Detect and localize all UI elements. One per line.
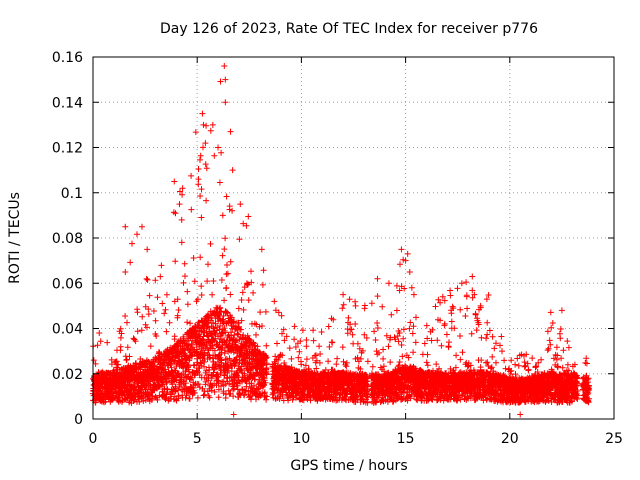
y-axis-label: ROTI / TECUs — [7, 192, 23, 284]
roti-point — [209, 121, 216, 128]
roti-point — [122, 268, 129, 275]
roti-point — [558, 307, 565, 314]
roti-point — [176, 201, 183, 208]
y-tick-label: 0.02 — [52, 367, 83, 383]
roti-point — [410, 291, 417, 298]
roti-point — [352, 302, 359, 309]
roti-point — [258, 246, 265, 253]
roti-point — [229, 167, 236, 174]
roti-point — [227, 128, 234, 135]
roti-point — [385, 280, 392, 287]
roti-point — [179, 185, 186, 192]
x-tick-label: 20 — [501, 431, 519, 447]
y-tick-label: 0 — [74, 412, 83, 428]
roti-point — [230, 411, 237, 418]
roti-point — [469, 273, 476, 280]
roti-point — [398, 246, 405, 253]
roti-point — [200, 121, 207, 128]
roti-point — [122, 223, 129, 230]
roti-point — [458, 280, 465, 287]
roti-point — [138, 223, 145, 230]
roti-point — [406, 268, 413, 275]
roti-point — [477, 302, 484, 309]
y-tick-label: 0.1 — [61, 186, 83, 202]
grid-lines — [93, 57, 614, 419]
x-axis-label: GPS time / hours — [290, 458, 407, 474]
axis-ticks — [92, 56, 615, 420]
y-tick-label: 0.12 — [52, 141, 83, 157]
roti-point — [215, 144, 222, 151]
y-tick-label: 0.14 — [52, 95, 83, 111]
x-tick-label: 5 — [193, 431, 202, 447]
roti-point — [404, 250, 411, 257]
roti-point — [340, 291, 347, 298]
y-tick-label: 0.08 — [52, 231, 83, 247]
roti-point — [471, 291, 478, 298]
roti-point — [222, 99, 229, 106]
roti-point — [374, 275, 381, 282]
axis-tick-labels: 0 5 10 15 20 25 0 0.02 0.04 0.06 0.08 0.1 0.12 0.14 0.… — [52, 50, 623, 447]
roti-point — [221, 63, 228, 70]
x-tick-label: 0 — [89, 431, 98, 447]
roti-point — [483, 296, 490, 303]
roti-point — [144, 246, 151, 253]
data-points — [89, 63, 592, 418]
roti-point — [199, 110, 206, 117]
roti-point — [171, 178, 178, 185]
roti-point-cloud — [89, 78, 592, 407]
y-tick-label: 0.04 — [52, 322, 83, 338]
roti-point — [222, 76, 229, 83]
roti-point — [271, 298, 278, 305]
y-tick-label: 0.06 — [52, 276, 83, 292]
roti-point — [96, 330, 103, 337]
x-tick-label: 25 — [605, 431, 623, 447]
x-tick-label: 10 — [292, 431, 310, 447]
roti-point — [402, 257, 409, 264]
x-tick-label: 15 — [397, 431, 415, 447]
y-tick-label: 0.16 — [52, 50, 83, 66]
chart-title: Day 126 of 2023, Rate Of TEC Index for r… — [160, 21, 538, 37]
roti-point — [517, 411, 524, 418]
roti-point — [408, 284, 415, 291]
